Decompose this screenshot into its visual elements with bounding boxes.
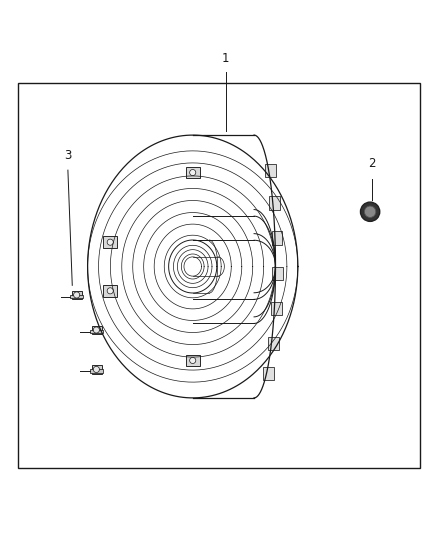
- Circle shape: [360, 202, 380, 221]
- Circle shape: [107, 239, 113, 245]
- FancyBboxPatch shape: [272, 266, 283, 280]
- FancyBboxPatch shape: [263, 367, 274, 381]
- Text: 2: 2: [368, 157, 376, 170]
- Circle shape: [74, 292, 80, 298]
- Circle shape: [364, 206, 376, 217]
- FancyBboxPatch shape: [90, 369, 103, 373]
- Circle shape: [190, 169, 196, 175]
- FancyBboxPatch shape: [265, 164, 276, 177]
- FancyBboxPatch shape: [92, 326, 102, 334]
- Text: 1: 1: [222, 52, 230, 65]
- Text: 3: 3: [64, 149, 71, 162]
- Circle shape: [93, 366, 99, 373]
- FancyBboxPatch shape: [103, 237, 117, 248]
- Bar: [18, 83, 420, 468]
- FancyBboxPatch shape: [90, 330, 103, 333]
- FancyBboxPatch shape: [271, 302, 282, 314]
- Circle shape: [93, 327, 99, 333]
- FancyBboxPatch shape: [103, 285, 117, 296]
- FancyBboxPatch shape: [92, 365, 102, 374]
- Circle shape: [190, 358, 196, 364]
- FancyBboxPatch shape: [272, 231, 282, 245]
- FancyBboxPatch shape: [186, 167, 200, 178]
- FancyBboxPatch shape: [269, 197, 280, 209]
- FancyBboxPatch shape: [70, 295, 83, 298]
- FancyBboxPatch shape: [186, 355, 200, 366]
- FancyBboxPatch shape: [268, 336, 279, 350]
- Circle shape: [107, 288, 113, 294]
- FancyBboxPatch shape: [72, 290, 82, 300]
